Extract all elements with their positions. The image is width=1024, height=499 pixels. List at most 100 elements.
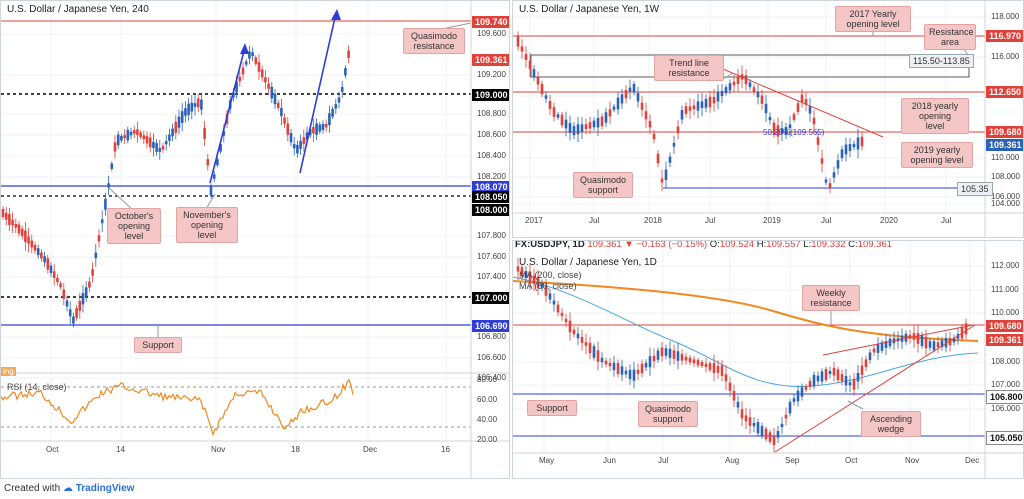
- candle-body: [536, 77, 540, 85]
- candle-body: [17, 224, 21, 234]
- candle-body: [544, 285, 548, 296]
- price-tag: 109.000: [472, 89, 509, 101]
- callout-weekly-resistance: Weekly resistance: [802, 285, 860, 311]
- y-tick: 109.200: [477, 70, 506, 79]
- weekly-pointer-trend: [722, 72, 734, 80]
- candle-body: [888, 338, 892, 347]
- ma200-line: [513, 280, 979, 342]
- callout-2019-yearly: 2019 yearly opening level: [901, 142, 973, 168]
- candle-body: [52, 271, 56, 278]
- candle-body: [244, 61, 248, 65]
- candle-body: [318, 124, 322, 132]
- candle-body: [772, 122, 776, 135]
- x-tick: Jun: [603, 456, 616, 465]
- candle-body: [580, 337, 584, 343]
- candle-body: [756, 422, 760, 434]
- callout-support: Support: [134, 337, 182, 353]
- candle-body: [844, 144, 848, 155]
- footer-credit[interactable]: Created with ☁ TradingView: [4, 483, 134, 494]
- left-chart-canvas: [1, 1, 509, 478]
- impulse-arrow-1: [209, 46, 246, 184]
- candle-body: [556, 114, 560, 118]
- candle-body: [206, 159, 210, 166]
- tradingview-logo-icon: ☁: [62, 483, 73, 494]
- candle-body: [844, 376, 848, 386]
- candle-body: [238, 76, 242, 82]
- y-tick: 116.000: [991, 52, 1020, 61]
- candle-body: [516, 266, 520, 272]
- candle-body: [600, 116, 604, 127]
- candle-body: [145, 136, 149, 144]
- callout-2018-yearly: 2018 yearly opening level: [901, 98, 969, 134]
- daily-chart-panel[interactable]: FX:USDJPY, 1D 109.361 ▼ −0.163 (−0.15%) …: [512, 240, 1024, 479]
- y-tick: 106.600: [477, 353, 506, 362]
- ma50-label: MA (50, close): [519, 281, 577, 291]
- candle-body: [632, 83, 636, 93]
- candle-body: [876, 344, 880, 353]
- candle-body: [788, 401, 792, 414]
- weekly-chart-panel[interactable]: U.S. Dollar / Japanese Yen, 1W 118.000 11…: [512, 0, 1024, 238]
- impulse-arrow-1-head: [240, 43, 249, 54]
- candle-body: [728, 382, 732, 391]
- price-tag: 108.050: [472, 191, 509, 203]
- candle-body: [572, 126, 576, 136]
- candle-body: [528, 60, 532, 70]
- candle-body: [932, 341, 936, 351]
- candle-body: [62, 289, 66, 299]
- candle-body: [129, 131, 133, 136]
- candle-body: [828, 370, 832, 375]
- candle-body: [684, 356, 688, 361]
- candle-body: [264, 77, 267, 83]
- candle-body: [652, 355, 656, 362]
- candle-body: [592, 346, 596, 358]
- candle-body: [872, 348, 876, 353]
- candle-body: [516, 35, 520, 47]
- candle-body: [552, 300, 556, 305]
- candle-body: [624, 370, 628, 375]
- candle-body: [704, 98, 708, 108]
- candle-body: [740, 409, 744, 419]
- candle-body: [68, 309, 72, 317]
- callout-trend-line: Trend line resistance: [654, 55, 724, 81]
- candle-body: [331, 108, 334, 117]
- candle-body: [768, 432, 772, 442]
- candle-body: [36, 248, 40, 256]
- candle-body: [107, 183, 110, 188]
- candle-body: [812, 374, 816, 387]
- candle-body: [548, 293, 552, 300]
- candle-body: [193, 103, 197, 107]
- candle-body: [209, 186, 213, 196]
- candle-body: [748, 82, 752, 88]
- candle-body: [8, 213, 11, 225]
- pointer-november: [205, 193, 216, 210]
- candle-body: [784, 414, 788, 419]
- candle-body: [800, 387, 804, 397]
- candle-body: [49, 265, 53, 273]
- y-tick: 40.00: [477, 415, 498, 424]
- candle-body: [286, 123, 290, 135]
- candle-body: [564, 318, 568, 323]
- candle-body: [944, 338, 948, 348]
- candle-body: [203, 127, 206, 139]
- candle-body: [600, 357, 604, 363]
- candle-body: [305, 132, 309, 141]
- candle-body: [340, 86, 344, 92]
- candle-body: [852, 378, 856, 390]
- left-chart-panel[interactable]: U.S. Dollar / Japanese Yen, 240 109.600 1…: [0, 0, 510, 479]
- candle-body: [254, 57, 258, 64]
- y-tick: 108.600: [477, 130, 506, 139]
- candle-body: [852, 143, 856, 148]
- callout-october-opening: October's opening level: [107, 208, 161, 244]
- candle-body: [696, 101, 700, 111]
- candle-body: [43, 256, 46, 263]
- price-tag: 108.000: [472, 204, 509, 216]
- candle-body: [620, 94, 624, 104]
- price-tag: 107.000: [472, 292, 509, 304]
- candle-body: [764, 103, 768, 114]
- wedge-upper: [822, 324, 974, 356]
- left-chart-title: U.S. Dollar / Japanese Yen, 240: [7, 4, 149, 15]
- candle-body: [568, 320, 572, 333]
- candle-body: [139, 132, 142, 137]
- x-tick: 2018: [644, 216, 662, 225]
- y-tick: 106.400: [477, 373, 506, 382]
